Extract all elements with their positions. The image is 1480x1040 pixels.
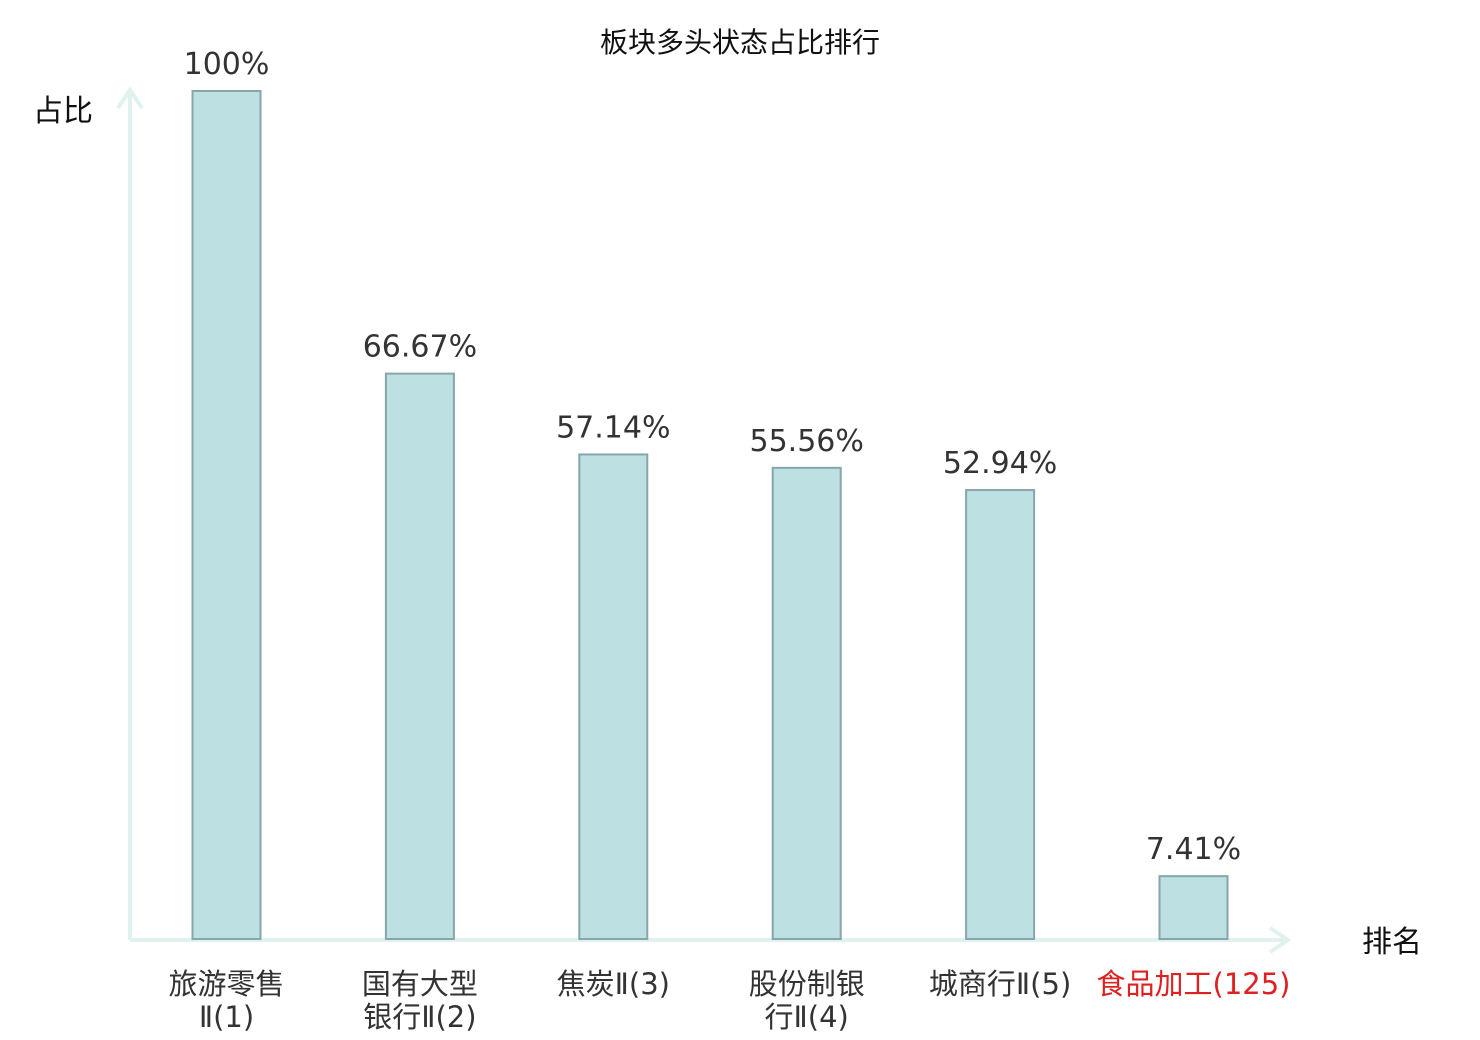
- bar-2: [384, 372, 455, 940]
- data-label-3: 57.14%: [556, 410, 670, 445]
- category-label-3: 焦炭Ⅱ(3): [557, 967, 670, 1001]
- bar-1: [191, 90, 262, 940]
- bar-4: [771, 466, 842, 940]
- y-axis-label: 占比: [33, 94, 93, 129]
- category-label-line: 旅游零售: [168, 967, 284, 1001]
- x-axis-arrow-icon: [1268, 926, 1292, 954]
- category-label-2: 国有大型银行Ⅱ(2): [362, 967, 478, 1034]
- bar-3: [578, 453, 649, 940]
- bar-5: [965, 489, 1036, 940]
- category-label-5: 城商行Ⅱ(5): [929, 967, 1071, 1001]
- value-labels-group: 100% 66.67% 57.14% 55.56% 52.94% 7.41%: [184, 47, 1242, 867]
- y-axis-arrow-icon: [116, 86, 144, 110]
- data-label-6: 7.41%: [1146, 832, 1241, 867]
- data-label-1: 100%: [184, 47, 270, 82]
- category-label-line: 焦炭Ⅱ(3): [557, 967, 670, 1001]
- category-label-line: 行Ⅱ(4): [765, 1000, 849, 1034]
- chart-title: 板块多头状态占比排行: [600, 26, 880, 59]
- category-labels-group: 旅游零售 Ⅱ(1) 国有大型银行Ⅱ(2) 焦炭Ⅱ(3) 股份制银行Ⅱ(4) 城商行Ⅱ(5)…: [168, 967, 1290, 1034]
- data-label-2: 66.67%: [363, 330, 477, 365]
- data-label-4: 55.56%: [750, 424, 864, 459]
- category-label-line: 城商行Ⅱ(5): [929, 967, 1071, 1001]
- category-label-1: 旅游零售 Ⅱ(1): [168, 967, 284, 1034]
- category-label-4: 股份制银行Ⅱ(4): [749, 967, 865, 1034]
- category-label-line: 银行Ⅱ(2): [363, 1000, 476, 1034]
- data-label-5: 52.94%: [943, 446, 1057, 481]
- category-label-line: Ⅱ(1): [199, 1000, 254, 1034]
- category-label-line: 国有大型: [362, 967, 478, 1001]
- x-axis-label: 排名: [1362, 925, 1422, 960]
- category-label-6: 食品加工(125): [1097, 967, 1291, 1001]
- category-label-line: 股份制银: [749, 967, 865, 1001]
- bar-6: [1158, 875, 1229, 941]
- bars-group: [191, 90, 1229, 941]
- category-label-line: 食品加工(125): [1097, 967, 1291, 1001]
